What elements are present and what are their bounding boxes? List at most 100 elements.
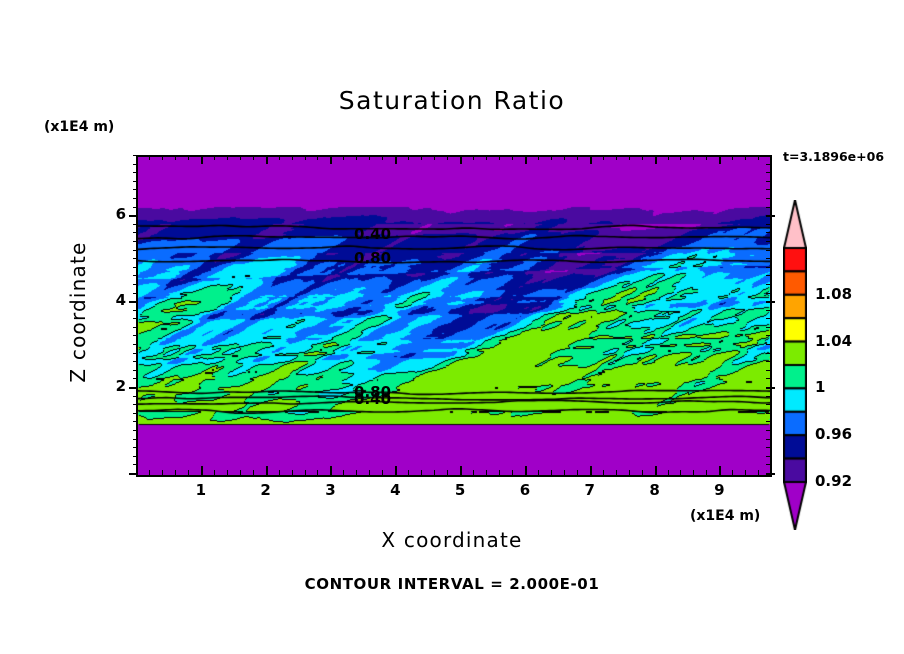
page-title: Saturation Ratio xyxy=(338,86,566,115)
y-minor-tick xyxy=(133,207,138,208)
x-tick-label: 1 xyxy=(195,481,207,499)
x-tick-label: 4 xyxy=(390,481,401,499)
x-minor-tick-top xyxy=(305,155,306,160)
y-tick-label: 4 xyxy=(115,291,126,310)
x-major-tick xyxy=(201,466,203,475)
x-major-tick-top xyxy=(201,155,203,164)
x-minor-tick-top xyxy=(188,155,189,160)
x-minor-tick xyxy=(149,470,150,475)
y-minor-tick-right xyxy=(766,155,771,156)
y-minor-tick xyxy=(133,361,138,362)
x-minor-tick xyxy=(564,470,565,475)
x-minor-tick xyxy=(408,470,409,475)
y-minor-tick-right xyxy=(766,284,771,285)
y-minor-tick xyxy=(133,310,138,311)
contour-line-label: 0.40 xyxy=(354,225,392,244)
x-major-tick xyxy=(136,466,138,475)
x-minor-tick xyxy=(629,470,630,475)
y-axis-title: Z coordinate xyxy=(66,241,90,383)
x-minor-tick xyxy=(421,470,422,475)
x-major-tick xyxy=(266,466,268,475)
y-minor-tick-right xyxy=(766,378,771,379)
x-minor-tick xyxy=(732,470,733,475)
y-minor-tick xyxy=(133,232,138,233)
y-minor-tick xyxy=(133,439,138,440)
x-minor-tick-top xyxy=(564,155,565,160)
y-minor-tick xyxy=(133,404,138,405)
y-minor-tick xyxy=(133,353,138,354)
x-minor-tick xyxy=(745,470,746,475)
x-tick-label: 8 xyxy=(649,481,660,499)
x-minor-tick xyxy=(214,470,215,475)
y-minor-tick-right xyxy=(766,267,771,268)
x-minor-tick-top xyxy=(343,155,344,160)
x-minor-tick xyxy=(369,470,370,475)
x-minor-tick-top xyxy=(292,155,293,160)
y-major-tick-right xyxy=(766,387,775,389)
x-minor-tick xyxy=(538,470,539,475)
x-major-tick-top xyxy=(719,155,721,164)
y-minor-tick-right xyxy=(766,464,771,465)
x-minor-tick-top xyxy=(616,155,617,160)
y-minor-tick-right xyxy=(766,164,771,165)
y-minor-tick-right xyxy=(766,370,771,371)
plot-frame xyxy=(136,155,772,477)
y-minor-tick-right xyxy=(766,258,771,259)
y-major-tick-right xyxy=(766,473,775,475)
x-minor-tick xyxy=(473,470,474,475)
x-major-tick-top xyxy=(460,155,462,164)
y-minor-tick-right xyxy=(766,198,771,199)
y-minor-tick xyxy=(133,421,138,422)
x-minor-tick xyxy=(551,470,552,475)
x-minor-tick-top xyxy=(421,155,422,160)
y-minor-tick xyxy=(133,172,138,173)
x-major-tick xyxy=(330,466,332,475)
x-major-tick xyxy=(655,466,657,475)
x-minor-tick-top xyxy=(382,155,383,160)
y-minor-tick xyxy=(133,267,138,268)
x-minor-tick-top xyxy=(629,155,630,160)
y-minor-tick-right xyxy=(766,250,771,251)
x-minor-tick xyxy=(706,470,707,475)
x-tick-label: 6 xyxy=(519,481,531,499)
x-minor-tick xyxy=(292,470,293,475)
y-minor-tick-right xyxy=(766,344,771,345)
x-minor-tick xyxy=(227,470,228,475)
y-tick-label: 6 xyxy=(115,205,126,224)
contour-interval-caption: CONTOUR INTERVAL = 2.000E-01 xyxy=(304,575,600,593)
x-minor-tick xyxy=(758,470,759,475)
x-minor-tick xyxy=(343,470,344,475)
x-major-tick-top xyxy=(590,155,592,164)
x-axis-title: X coordinate xyxy=(381,528,523,552)
x-minor-tick xyxy=(162,470,163,475)
x-minor-tick-top xyxy=(408,155,409,160)
x-minor-tick-top xyxy=(434,155,435,160)
y-minor-tick xyxy=(133,413,138,414)
y-major-tick xyxy=(129,301,138,303)
x-major-tick-top xyxy=(136,155,138,164)
y-minor-tick xyxy=(133,181,138,182)
y-minor-tick-right xyxy=(766,232,771,233)
x-minor-tick xyxy=(642,470,643,475)
x-minor-tick-top xyxy=(577,155,578,160)
colorbar-tick-label: 0.92 xyxy=(815,472,853,490)
x-minor-tick xyxy=(253,470,254,475)
y-minor-tick xyxy=(133,155,138,156)
x-minor-tick-top xyxy=(706,155,707,160)
x-minor-tick-top xyxy=(512,155,513,160)
x-minor-tick xyxy=(434,470,435,475)
x-minor-tick xyxy=(279,470,280,475)
x-minor-tick-top xyxy=(668,155,669,160)
x-major-tick xyxy=(460,466,462,475)
y-minor-tick-right xyxy=(766,318,771,319)
x-minor-tick xyxy=(447,470,448,475)
x-minor-tick-top xyxy=(356,155,357,160)
x-minor-tick-top xyxy=(317,155,318,160)
x-minor-tick xyxy=(499,470,500,475)
y-minor-tick xyxy=(133,250,138,251)
y-minor-tick xyxy=(133,430,138,431)
contour-line-label: 0.80 xyxy=(354,383,392,402)
x-minor-tick-top xyxy=(149,155,150,160)
y-minor-tick xyxy=(133,293,138,294)
y-minor-tick-right xyxy=(766,224,771,225)
